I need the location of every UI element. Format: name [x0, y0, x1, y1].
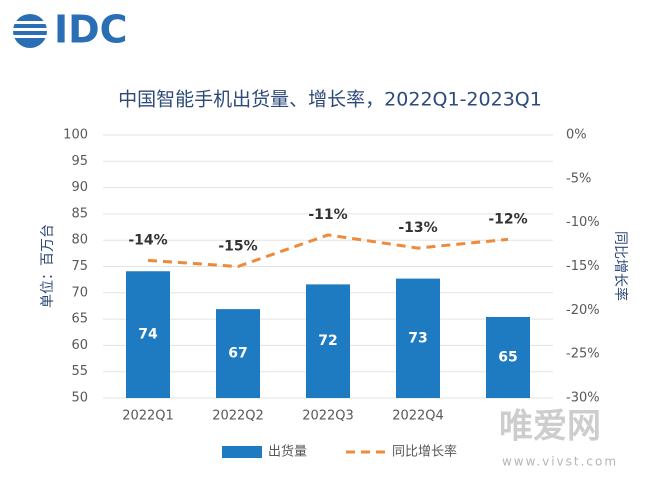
line-value-label: -14%	[128, 232, 167, 248]
bar-value-label: 74	[138, 327, 158, 343]
logo-icon	[12, 14, 48, 48]
y-tick-label: 65	[71, 312, 88, 327]
bar-value-label: 67	[228, 346, 247, 362]
bar	[306, 284, 350, 398]
y-tick-label: 100	[63, 128, 88, 143]
bar	[396, 278, 440, 398]
y-tick-label: 70	[71, 285, 88, 300]
y2-tick-label: 0%	[566, 128, 587, 143]
y2-axis-title: 同比增长率	[612, 231, 629, 301]
y-tick-label: 60	[71, 338, 88, 353]
legend-swatch	[222, 446, 262, 458]
y-tick-label: 75	[71, 259, 88, 274]
line-value-label: -12%	[488, 211, 527, 227]
bar	[216, 309, 260, 398]
y-tick-label: 90	[71, 180, 88, 195]
y2-tick-label: -15%	[566, 259, 600, 274]
bar	[486, 316, 530, 398]
y-axis-title: 单位：百万台	[40, 224, 56, 308]
x-tick-label: 2022Q2	[212, 409, 264, 424]
watermark-url: www.vivst.com	[502, 455, 618, 469]
y-tick-label: 50	[71, 391, 88, 406]
legend-label: 出货量	[268, 444, 307, 460]
x-tick-label: 2022Q3	[302, 409, 354, 424]
legend-label: 同比增长率	[392, 444, 457, 460]
chart-title: 中国智能手机出货量、增长率，2022Q1-2023Q1	[118, 89, 542, 111]
y-tick-label: 80	[71, 233, 88, 248]
y2-tick-label: -25%	[566, 347, 600, 362]
y-tick-label: 85	[71, 206, 88, 221]
line-value-label: -15%	[218, 239, 257, 255]
bar-value-label: 72	[318, 333, 337, 349]
y-tick-label: 95	[71, 154, 88, 169]
line-value-label: -11%	[308, 207, 347, 223]
bar	[126, 271, 170, 398]
growth-line	[147, 233, 509, 269]
bar-value-label: 65	[498, 349, 517, 365]
y2-tick-label: -5%	[566, 171, 591, 186]
y-tick-label: 55	[71, 364, 88, 379]
bar-value-label: 73	[408, 330, 427, 346]
y2-tick-label: -20%	[566, 303, 600, 318]
line-value-label: -13%	[398, 220, 437, 236]
logo: IDC	[54, 8, 128, 52]
x-tick-label: 2022Q4	[392, 409, 444, 424]
watermark: 唯爱网	[499, 407, 601, 447]
x-tick-label: 2022Q1	[122, 409, 174, 424]
y2-tick-label: -10%	[566, 215, 600, 230]
y2-tick-label: -30%	[566, 391, 600, 406]
